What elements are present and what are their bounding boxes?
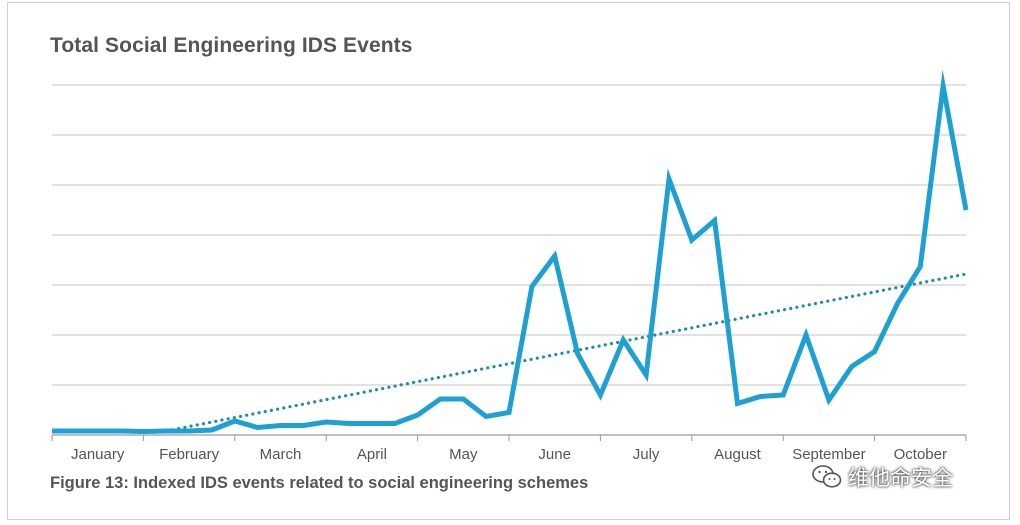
x-tick-label: May [449, 446, 478, 463]
series-layer [52, 69, 969, 435]
trend-layer [164, 272, 968, 433]
x-tick-label: March [260, 446, 302, 463]
x-tick-label: September [792, 446, 865, 463]
trend-line [164, 272, 968, 433]
x-tick-label: February [159, 446, 220, 463]
watermark: 维他命安全 [812, 462, 953, 492]
x-tick-label: June [538, 446, 571, 463]
watermark-text: 维他命安全 [848, 466, 953, 490]
chart-frame [7, 2, 1010, 520]
chart-title: Total Social Engineering IDS Events [50, 34, 413, 57]
x-tick-label: April [357, 446, 387, 463]
x-tick-label: January [71, 446, 125, 463]
gridlines [52, 84, 966, 386]
x-tick-label: October [894, 446, 947, 463]
x-tick-label: August [714, 446, 762, 463]
x-tick-label: July [633, 446, 660, 463]
series-line [52, 69, 969, 435]
x-axis: January February March April May June July Augu… [51, 434, 967, 463]
wechat-icon [812, 465, 842, 488]
figure-caption: Figure 13: Indexed IDS events related to… [50, 474, 589, 492]
